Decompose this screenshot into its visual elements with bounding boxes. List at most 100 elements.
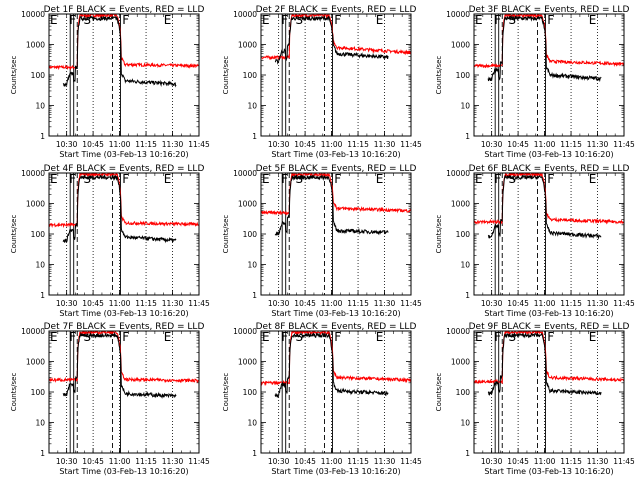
x-tick-label: 11:30 [162, 457, 184, 466]
events-series-line [62, 173, 177, 244]
x-tick-label: 11:00 [109, 299, 131, 308]
x-tick-label: 10:45 [294, 457, 316, 466]
events-series-line [487, 331, 602, 396]
x-tick-label: 10:30 [268, 457, 290, 466]
marker-letter-s: S [508, 172, 516, 186]
detector-panel-1: Det 1F BLACK = Events, RED = LLD Counts/s… [10, 5, 210, 159]
y-tick-label: 1000 [238, 41, 257, 50]
marker-letter-f-right: F [334, 172, 341, 186]
x-tick-label: 10:45 [82, 299, 104, 308]
marker-letter-e-right: E [376, 330, 384, 344]
x-tick-label: 10:30 [481, 457, 503, 466]
lld-series-line [261, 331, 411, 387]
marker-letter-f: F [494, 172, 501, 186]
x-tick-label: 11:45 [613, 140, 635, 149]
marker-letter-s: S [295, 172, 303, 186]
y-tick-label: 10 [247, 261, 257, 270]
marker-letter-e-right: E [376, 13, 384, 27]
x-tick-label: 11:30 [587, 299, 609, 308]
x-tick-label: 11:30 [162, 140, 184, 149]
marker-letter-f: F [69, 13, 76, 27]
x-tick-label: 11:30 [374, 457, 396, 466]
y-axis-label: Counts/sec [435, 56, 443, 95]
y-tick-label: 1000 [451, 358, 470, 367]
events-series-line [487, 174, 602, 240]
plot-frame [260, 13, 412, 137]
panel-title: Det 7F BLACK = Events, RED = LLD [44, 322, 205, 332]
y-tick-label: 100 [31, 388, 46, 397]
y-tick-label: 1 [40, 132, 45, 141]
marker-letter-f-right: F [334, 13, 341, 27]
y-axis-label: Counts/sec [222, 373, 230, 412]
x-tick-label: 11:45 [400, 140, 422, 149]
x-tick-label: 11:00 [321, 457, 343, 466]
x-axis-label: Start Time (03-Feb-13 10:16:20) [271, 309, 400, 318]
detector-panel-3: Det 3F BLACK = Events, RED = LLD Counts/s… [435, 5, 635, 159]
marker-letter-e-right: E [164, 330, 172, 344]
y-tick-label: 10 [460, 419, 470, 428]
marker-letter-e: E [50, 13, 58, 27]
panel-title: Det 3F BLACK = Events, RED = LLD [469, 5, 630, 15]
y-tick-label: 10000 [21, 10, 45, 19]
x-tick-label: 10:30 [481, 140, 503, 149]
marker-letter-e: E [50, 330, 58, 344]
detector-panel-2: Det 2F BLACK = Events, RED = LLD Counts/s… [222, 5, 422, 159]
marker-letter-f-right: F [122, 330, 129, 344]
x-tick-label: 10:45 [507, 457, 529, 466]
marker-letter-f: F [69, 330, 76, 344]
marker-letter-f-right: F [547, 13, 554, 27]
marker-letter-e-right: E [589, 13, 597, 27]
y-axis-label: Counts/sec [435, 215, 443, 254]
detector-panel-5: Det 5F BLACK = Events, RED = LLD Counts/s… [222, 164, 422, 318]
y-tick-label: 100 [456, 71, 471, 80]
x-tick-label: 11:15 [560, 299, 582, 308]
series-group [49, 14, 199, 88]
events-series-line [487, 15, 602, 83]
marker-letter-f-right: F [122, 172, 129, 186]
x-tick-label: 11:15 [560, 140, 582, 149]
y-tick-label: 100 [31, 71, 46, 80]
panel-title: Det 9F BLACK = Events, RED = LLD [469, 322, 630, 332]
y-axis-label: Counts/sec [435, 373, 443, 412]
x-tick-label: 10:45 [82, 140, 104, 149]
y-tick-label: 1000 [26, 358, 45, 367]
y-tick-label: 100 [243, 230, 258, 239]
plot-frame [48, 330, 200, 454]
y-tick-label: 100 [456, 230, 471, 239]
y-tick-label: 10 [460, 102, 470, 111]
x-tick-label: 11:00 [321, 299, 343, 308]
x-tick-label: 11:00 [534, 299, 556, 308]
marker-letter-s: S [508, 330, 516, 344]
y-tick-label: 10 [35, 261, 45, 270]
marker-letter-e-right: E [164, 13, 172, 27]
lld-series-line [474, 331, 624, 385]
x-tick-label: 11:30 [374, 140, 396, 149]
marker-letter-e: E [475, 13, 483, 27]
y-tick-label: 10 [35, 102, 45, 111]
x-tick-label: 11:00 [109, 457, 131, 466]
lld-series-line [474, 14, 624, 69]
x-tick-label: 10:30 [56, 299, 78, 308]
marker-letter-e-right: E [376, 172, 384, 186]
marker-letter-e: E [262, 172, 270, 186]
panel-title: Det 5F BLACK = Events, RED = LLD [256, 164, 417, 174]
y-axis-label: Counts/sec [10, 373, 18, 412]
x-tick-label: 10:30 [268, 299, 290, 308]
y-tick-label: 1 [40, 291, 45, 300]
detector-panel-8: Det 8F BLACK = Events, RED = LLD Counts/s… [222, 322, 422, 476]
panel-title: Det 8F BLACK = Events, RED = LLD [256, 322, 417, 332]
series-group [474, 173, 624, 240]
marker-letter-f: F [494, 330, 501, 344]
x-tick-label: 11:45 [613, 299, 635, 308]
marker-letter-s: S [295, 330, 303, 344]
y-tick-label: 10000 [21, 327, 45, 336]
y-tick-label: 1 [40, 449, 45, 458]
lld-series-line [49, 331, 199, 384]
events-series-line [274, 174, 389, 237]
x-tick-label: 11:45 [400, 299, 422, 308]
marker-letter-f: F [281, 13, 288, 27]
x-axis-label: Start Time (03-Feb-13 10:16:20) [271, 150, 400, 159]
x-axis-label: Start Time (03-Feb-13 10:16:20) [271, 467, 400, 476]
events-series-line [274, 332, 389, 398]
y-tick-label: 100 [31, 230, 46, 239]
